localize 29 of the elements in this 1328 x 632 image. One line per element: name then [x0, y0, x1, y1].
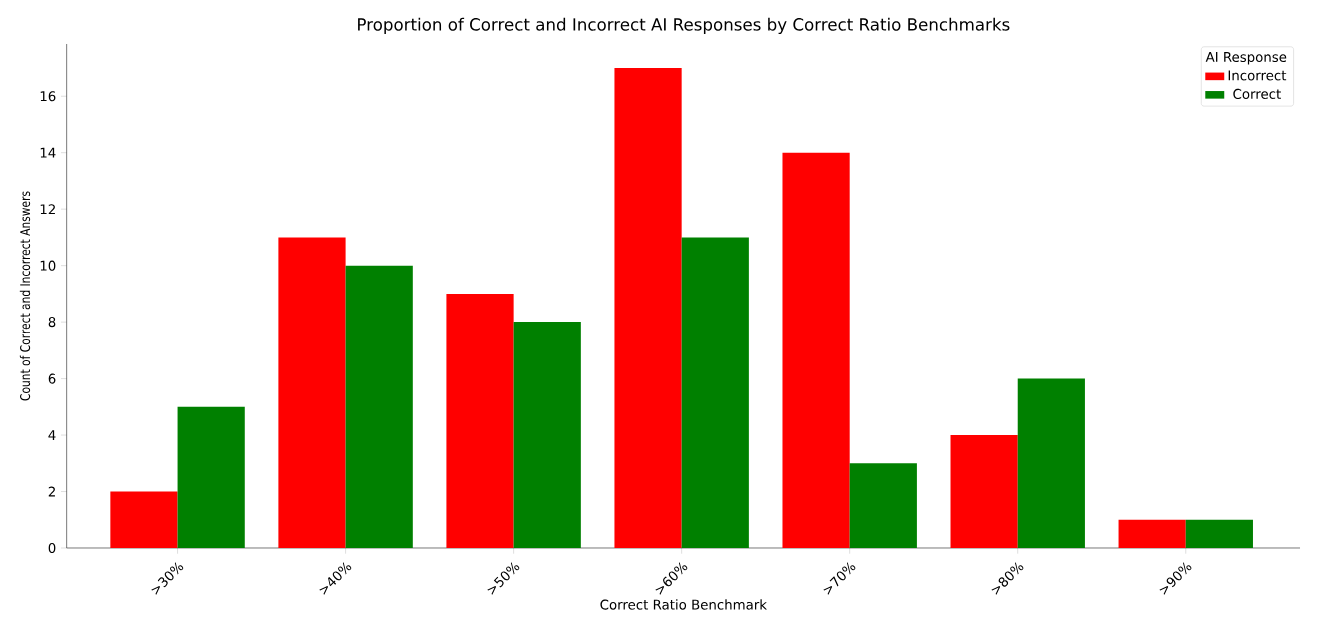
bar — [849, 463, 917, 548]
chart-title: Proportion of Correct and Incorrect AI Responses by Correct Ratio Benchmarks — [358, 17, 1010, 34]
bar — [177, 406, 245, 548]
y-tick-label: 6 — [48, 373, 56, 384]
legend-label: Correct — [1233, 88, 1281, 99]
x-axis-title: Correct Ratio Benchmark — [600, 599, 767, 610]
y-tick-label: 10 — [40, 260, 56, 271]
y-tick-label: 0 — [48, 542, 56, 554]
y-tick-label: 2 — [48, 486, 55, 497]
bar — [345, 265, 413, 548]
bar — [1118, 519, 1186, 548]
bar — [110, 491, 178, 548]
bar — [513, 322, 581, 548]
y-tick-label: 4 — [48, 430, 56, 440]
y-tick-label: 14 — [40, 147, 56, 158]
bar — [681, 237, 749, 548]
y-tick-label: 12 — [40, 204, 55, 215]
y-tick-label: 8 — [48, 317, 56, 328]
bar — [1185, 519, 1253, 548]
legend-title: AI Response — [1205, 52, 1287, 65]
bar — [446, 293, 514, 548]
y-axis-title: Count of Correct and Incorrect Answers — [19, 191, 31, 401]
bar — [614, 67, 682, 548]
legend-label: Incorrect — [1228, 70, 1287, 81]
bar — [950, 435, 1018, 548]
bar — [278, 237, 346, 548]
bar — [782, 152, 850, 548]
bar — [1017, 378, 1085, 548]
y-tick-label: 16 — [40, 91, 56, 102]
